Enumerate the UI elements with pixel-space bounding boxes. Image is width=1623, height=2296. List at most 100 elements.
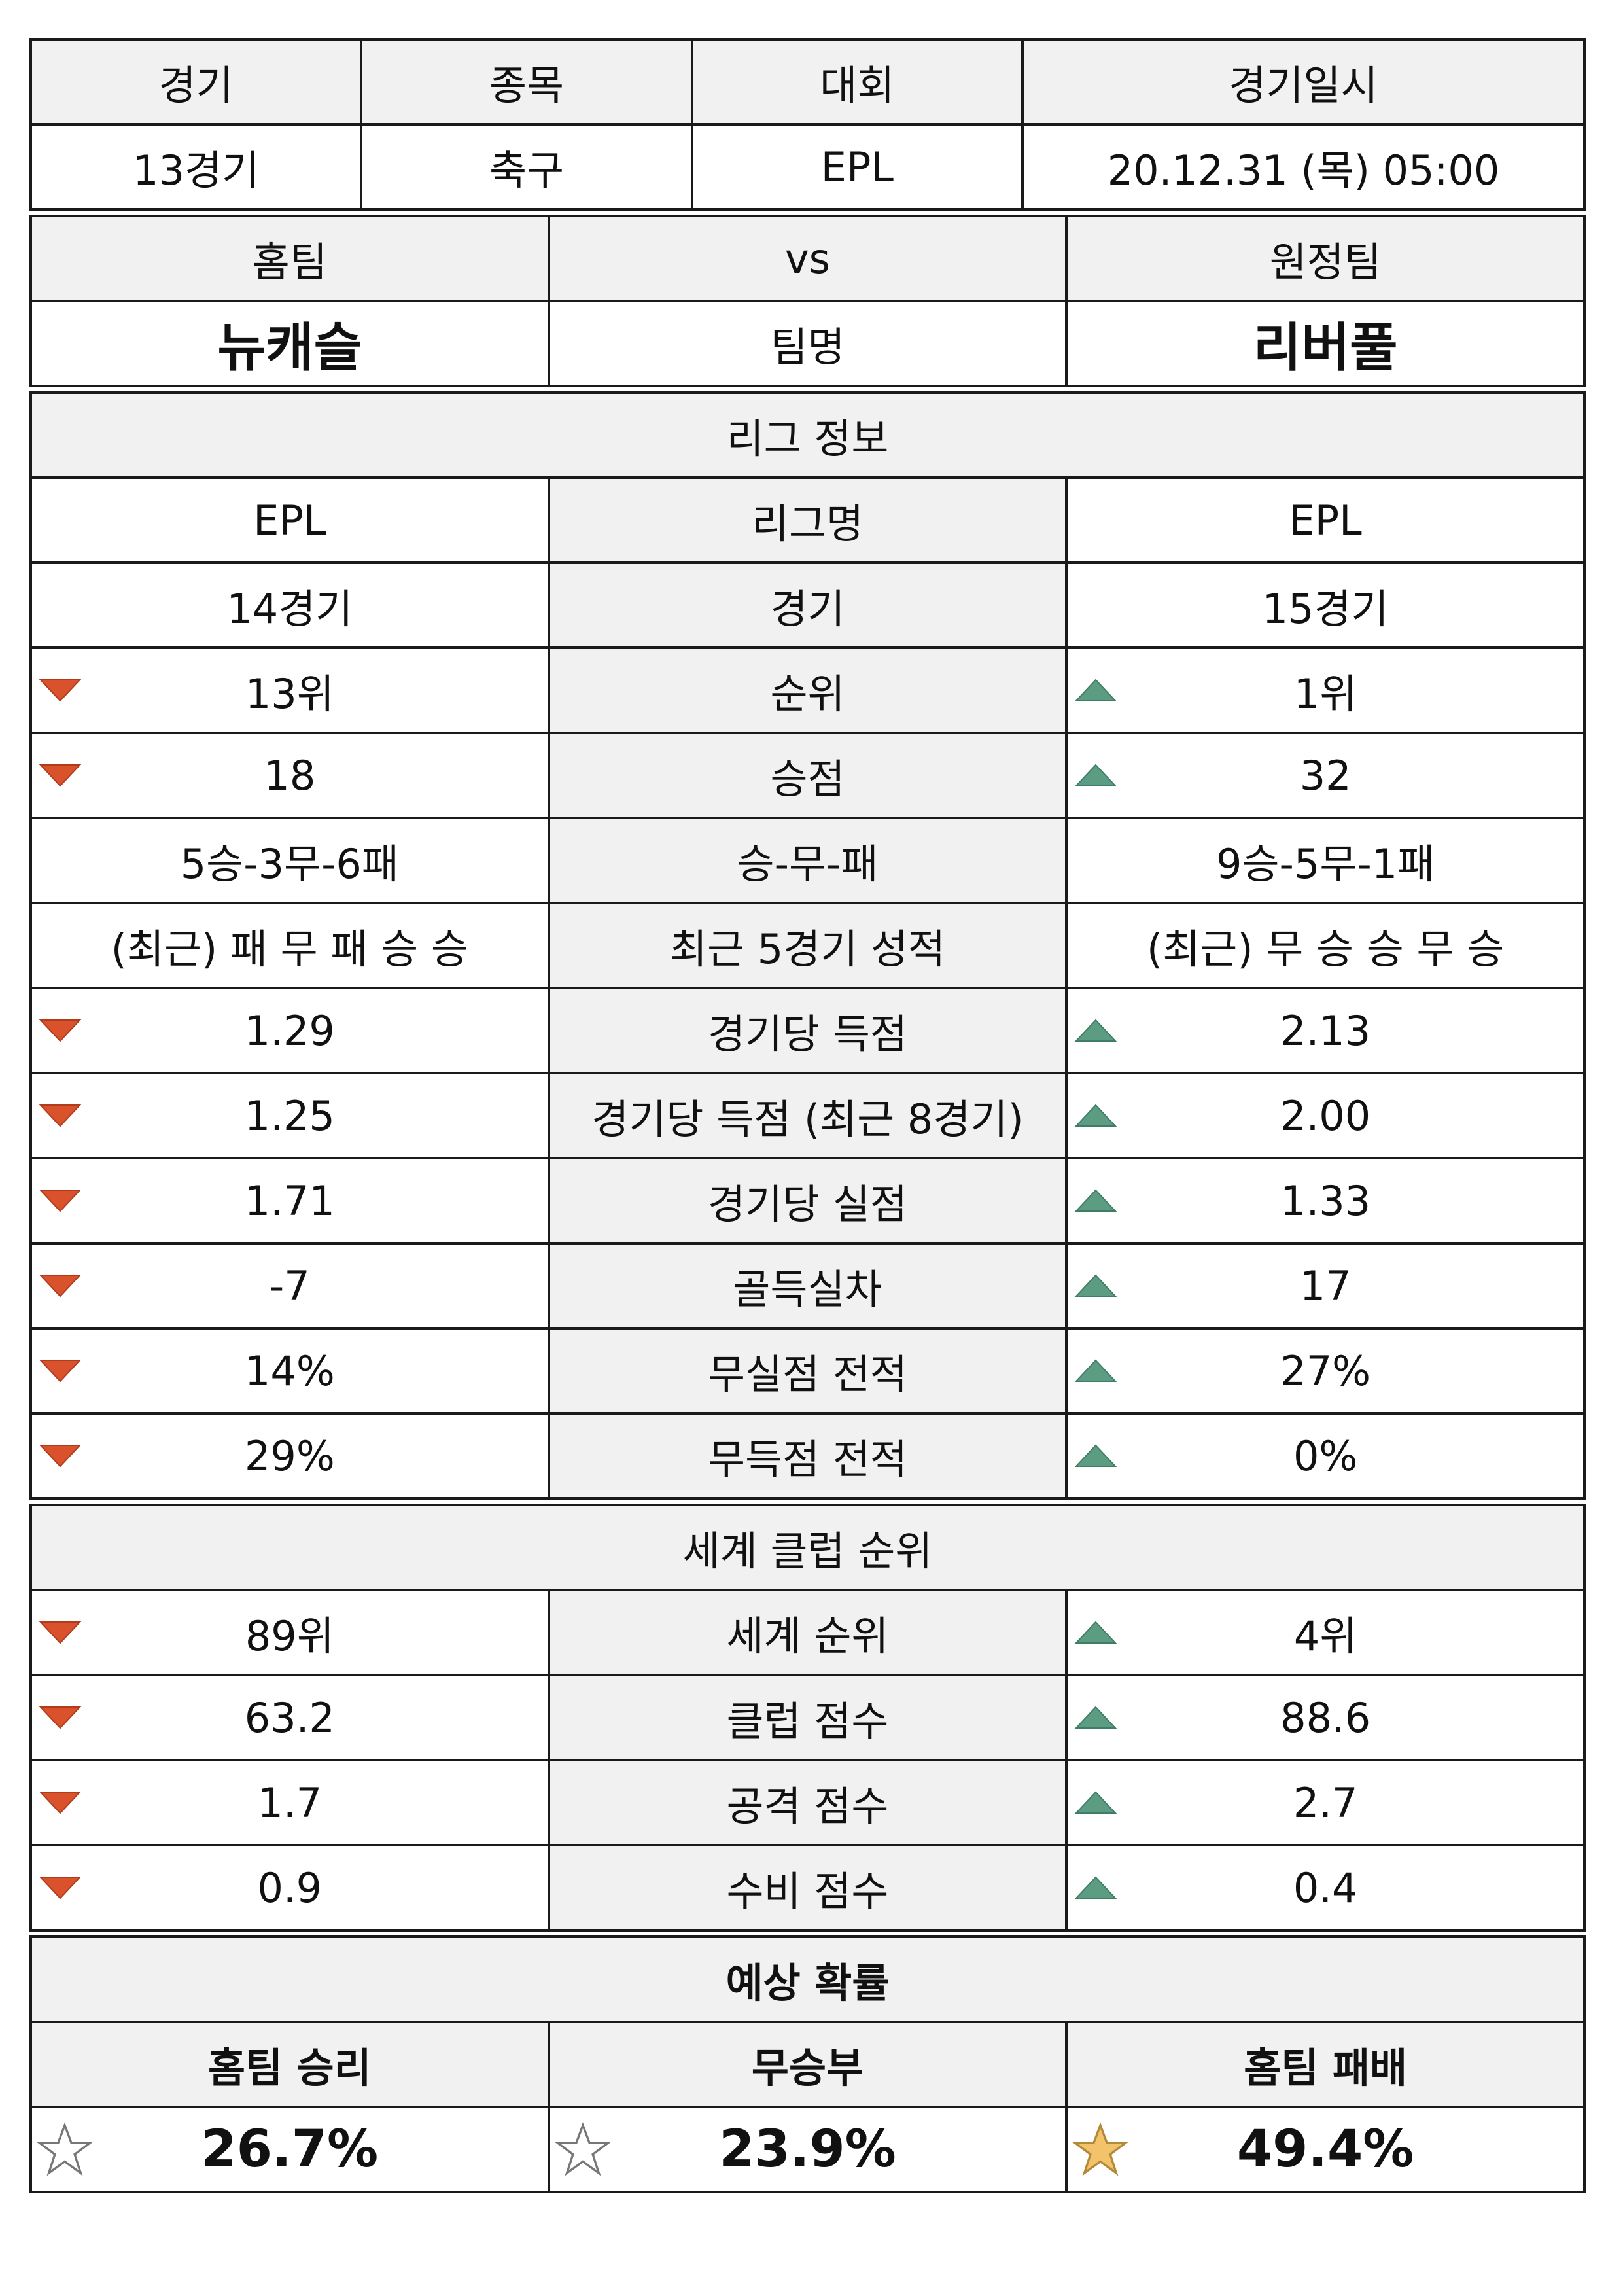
stat-label: 리그명 — [751, 500, 864, 548]
triangle-down-icon — [39, 1019, 82, 1042]
league-row: 29% 무득점 전적 0% — [29, 1412, 1586, 1500]
stat-label-cell: 경기당 실점 — [547, 1157, 1068, 1245]
triangle-down-icon — [39, 1275, 82, 1298]
home-team-label: 홈팀 — [29, 215, 550, 302]
away-value: (최근) 무 승 승 무 승 — [1147, 925, 1505, 973]
home-loss-label: 홈팀 패배 — [1065, 2021, 1586, 2108]
home-value: 14% — [244, 1347, 335, 1395]
stat-label-cell: 최근 5경기 성적 — [547, 902, 1068, 989]
home-win-label: 홈팀 승리 — [29, 2021, 550, 2108]
away-value: 0.4 — [1293, 1863, 1358, 1912]
stat-label: 세계 순위 — [726, 1612, 889, 1660]
home-value: 1.25 — [244, 1091, 335, 1140]
home-value-cell: 1.71 — [29, 1157, 550, 1245]
stat-label: 무득점 전적 — [708, 1436, 907, 1483]
league-row: 5승-3무-6패 승-무-패 9승-5무-1패 — [29, 817, 1586, 904]
probability-value: 49.4% — [1236, 2120, 1414, 2179]
league-row: 13위 순위 1위 — [29, 646, 1586, 734]
triangle-down-icon — [39, 1792, 82, 1814]
away-value-cell: 0% — [1065, 1412, 1586, 1500]
header-sport: 종목 — [360, 38, 693, 126]
triangle-down-icon — [39, 1706, 82, 1729]
away-value-cell: 2.00 — [1065, 1072, 1586, 1159]
triangle-up-icon — [1075, 1706, 1117, 1729]
triangle-up-icon — [1075, 1444, 1117, 1467]
away-value-cell: 1.33 — [1065, 1157, 1586, 1245]
home-value-cell: 18 — [29, 732, 550, 819]
away-value: 1위 — [1293, 670, 1357, 718]
world-row: 1.7 공격 점수 2.7 — [29, 1759, 1586, 1846]
league-row: 18 승점 32 — [29, 732, 1586, 819]
home-value-cell: 14경기 — [29, 561, 550, 649]
league-row: 14% 무실점 전적 27% — [29, 1327, 1586, 1415]
away-value-cell: 15경기 — [1065, 561, 1586, 649]
stat-label: 수비 점수 — [726, 1867, 889, 1915]
triangle-down-icon — [39, 679, 82, 702]
away-value: EPL — [1289, 496, 1362, 544]
match-analysis-sheet: 경기 종목 대회 경기일시 13경기 축구 EPL 20.12.31 (목) 0… — [29, 38, 1586, 2193]
stat-label: 경기 — [770, 585, 845, 633]
triangle-down-icon — [39, 1445, 82, 1468]
away-value-cell: 17 — [1065, 1242, 1586, 1330]
stat-label: 경기당 득점 (최근 8경기) — [591, 1095, 1024, 1143]
world-row: 63.2 클럽 점수 88.6 — [29, 1674, 1586, 1761]
home-value: 1.29 — [244, 1006, 335, 1055]
away-value: 27% — [1280, 1347, 1371, 1395]
triangle-up-icon — [1075, 1876, 1117, 1899]
triangle-down-icon — [39, 1621, 82, 1644]
league-info-table: 리그 정보 EPL 리그명 EPL 14경기 경기 15경기 13위 순위 1위 18 승점 32 5승… — [29, 391, 1586, 1500]
away-value: 1.33 — [1280, 1176, 1371, 1225]
stat-label: 골득실차 — [733, 1265, 882, 1313]
stat-label-cell: 무실점 전적 — [547, 1327, 1068, 1415]
home-team-name: 뉴캐슬 — [29, 300, 550, 387]
away-value-cell: 2.7 — [1065, 1759, 1586, 1846]
team-name-label: 팀명 — [547, 300, 1068, 387]
star-icon — [1073, 2122, 1128, 2176]
away-value: 2.00 — [1280, 1091, 1371, 1140]
league-row: EPL 리그명 EPL — [29, 476, 1586, 564]
star-icon — [37, 2122, 92, 2176]
stat-label-cell: 승-무-패 — [547, 817, 1068, 904]
home-win-probability: 26.7% — [29, 2106, 550, 2193]
stat-label: 경기당 실점 — [708, 1180, 907, 1228]
triangle-down-icon — [39, 1104, 82, 1127]
home-value: (최근) 패 무 패 승 승 — [111, 925, 468, 973]
teams-table: 홈팀 vs 원정팀 뉴캐슬 팀명 리버풀 — [29, 215, 1586, 387]
league-info-title: 리그 정보 — [29, 391, 1586, 479]
away-value-cell: 2.13 — [1065, 987, 1586, 1074]
triangle-down-icon — [39, 1190, 82, 1212]
away-value: 2.7 — [1293, 1778, 1358, 1827]
stat-label-cell: 공격 점수 — [547, 1759, 1068, 1846]
triangle-down-icon — [39, 764, 82, 787]
away-value: 17 — [1299, 1262, 1352, 1310]
away-value: 32 — [1299, 751, 1352, 800]
stat-label-cell: 클럽 점수 — [547, 1674, 1068, 1761]
home-value-cell: 14% — [29, 1327, 550, 1415]
away-value: 0% — [1293, 1432, 1358, 1480]
draw-probability: 23.9% — [547, 2106, 1068, 2193]
league-row: -7 골득실차 17 — [29, 1242, 1586, 1330]
triangle-up-icon — [1075, 1104, 1117, 1127]
triangle-up-icon — [1075, 1274, 1117, 1297]
home-value: EPL — [253, 496, 326, 544]
league-row: 14경기 경기 15경기 — [29, 561, 1586, 649]
triangle-down-icon — [39, 1360, 82, 1383]
home-value-cell: 13위 — [29, 646, 550, 734]
stat-label-cell: 경기당 득점 — [547, 987, 1068, 1074]
home-value: 89위 — [245, 1612, 334, 1660]
sport: 축구 — [360, 123, 693, 211]
stat-label-cell: 세계 순위 — [547, 1589, 1068, 1676]
away-value-cell: 4위 — [1065, 1589, 1586, 1676]
home-value-cell: 5승-3무-6패 — [29, 817, 550, 904]
stat-label: 승-무-패 — [737, 840, 879, 888]
away-team-label: 원정팀 — [1065, 215, 1586, 302]
away-value: 15경기 — [1262, 585, 1389, 633]
away-value: 2.13 — [1280, 1006, 1371, 1055]
home-value: 13위 — [245, 670, 334, 718]
triangle-up-icon — [1075, 679, 1117, 701]
triangle-up-icon — [1075, 764, 1117, 786]
probability-value: 23.9% — [719, 2120, 896, 2179]
triangle-up-icon — [1075, 1189, 1117, 1212]
away-team-name: 리버풀 — [1065, 300, 1586, 387]
home-loss-probability: 49.4% — [1065, 2106, 1586, 2193]
